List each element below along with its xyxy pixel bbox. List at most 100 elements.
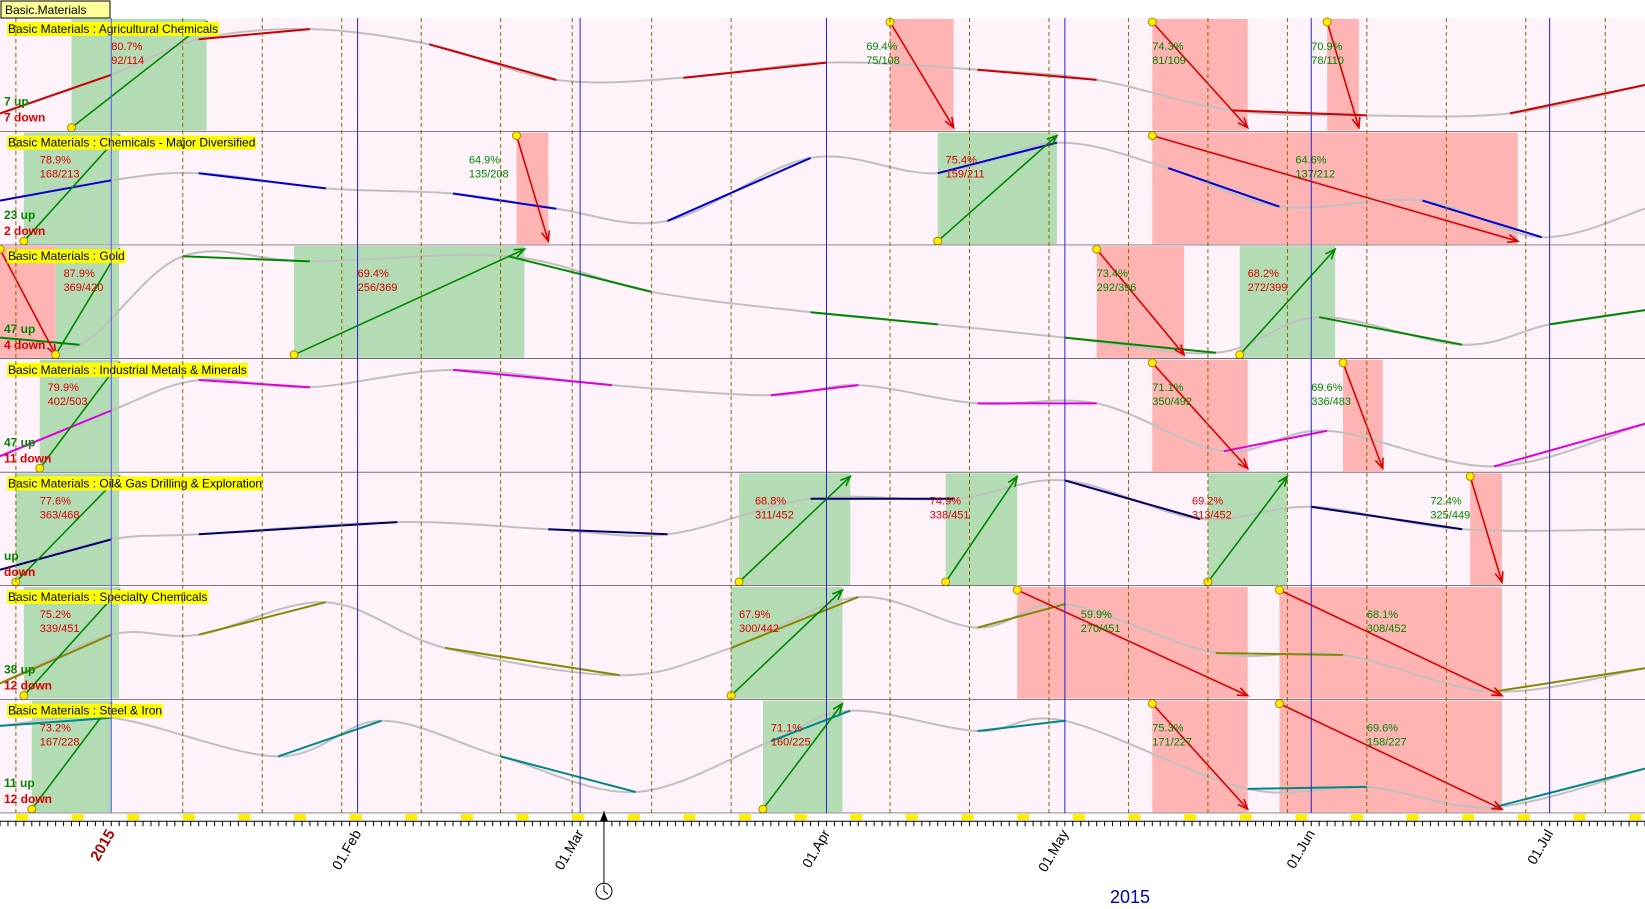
period-start-dot xyxy=(19,236,29,246)
period-count-label: 158/227 xyxy=(1367,737,1407,749)
weekend-mark xyxy=(1072,814,1085,821)
period-start-dot xyxy=(512,131,522,141)
arrow-head xyxy=(1325,247,1337,260)
down-trend-arrow xyxy=(1279,589,1503,697)
panel-title: Basic Materials : Agricultural Chemicals xyxy=(7,22,220,36)
up-trend-arrow xyxy=(54,248,120,356)
panel-background xyxy=(0,18,1645,132)
year-label: 2015 xyxy=(1110,887,1150,907)
down-trend-arrow xyxy=(0,248,57,356)
curve-highlight xyxy=(1064,479,1201,520)
period-rate-label: 87.9% xyxy=(64,268,95,280)
period-count-label: 92/114 xyxy=(111,55,144,67)
curve-highlight xyxy=(1215,652,1344,656)
panel: 75.2% 339/451 67.9% 300/442 59.9% 270/451 68.1… xyxy=(0,585,1645,701)
down-trend-arrow xyxy=(1151,362,1249,469)
arrow-head xyxy=(1491,800,1504,811)
period-rate-label: 69.6% xyxy=(1311,382,1342,394)
period-count-label: 135/208 xyxy=(469,169,509,181)
period-count-label: 300/442 xyxy=(739,623,779,635)
arrow-head xyxy=(1507,233,1520,244)
up-trend-arrow xyxy=(762,703,844,810)
up-trend-arrow xyxy=(1207,475,1289,583)
period-count-label: 270/451 xyxy=(1081,623,1121,635)
clock-hand xyxy=(603,890,609,895)
curve-highlight xyxy=(452,368,612,387)
weekend-mark xyxy=(294,814,307,821)
curve-highlight xyxy=(444,646,621,677)
axis-background xyxy=(0,813,1645,909)
period-start-dot xyxy=(1338,358,1348,368)
arrow-head xyxy=(832,588,844,601)
period-rate-label: 73.4% xyxy=(1097,268,1128,280)
down-trend-arrow xyxy=(1279,702,1503,810)
up-trend-arrow xyxy=(71,21,208,129)
curve-highlight xyxy=(0,716,112,727)
period-start-dot xyxy=(1147,131,1157,141)
curve-highlight xyxy=(1311,505,1463,531)
period-start-dot xyxy=(1147,358,1157,368)
period-rate-label: 70.9% xyxy=(1311,41,1342,53)
weekend-mark xyxy=(1128,814,1141,821)
panel-title-text: Basic Materials : Steel & Iron xyxy=(8,704,162,718)
arrow-head xyxy=(1237,798,1250,811)
weekend-mark xyxy=(850,814,863,821)
panel-title-bg xyxy=(7,362,248,377)
period-count-label: 313/452 xyxy=(1192,509,1232,521)
period-count-label: 402/503 xyxy=(48,396,88,408)
curve-highlight xyxy=(198,521,398,536)
weekend-mark xyxy=(1239,814,1252,821)
up-trend-arrow xyxy=(1239,248,1336,356)
x-axis: 2015 01.Feb 01.Mar 01.Apr 01.May 01.Jun 01.Jul xyxy=(0,811,1645,909)
period-count-label: 311/452 xyxy=(755,509,794,521)
curve-highlight xyxy=(1549,309,1645,326)
period-count-label: 363/468 xyxy=(40,509,80,521)
curve-highlight xyxy=(1493,667,1645,693)
weekend-mark xyxy=(1184,814,1197,821)
curve-highlight xyxy=(1422,199,1542,239)
curve-highlight xyxy=(683,61,827,79)
curve-highlight xyxy=(667,156,812,222)
period-rate-label: 77.6% xyxy=(40,495,71,507)
arrow-head xyxy=(540,230,551,244)
arrow-head xyxy=(1237,117,1250,130)
period-count-label: 159/211 xyxy=(946,169,985,181)
panel-title-bg xyxy=(7,249,126,264)
arrow-head xyxy=(1236,687,1250,697)
weekend-mark xyxy=(1573,814,1586,821)
down-trend-arrow xyxy=(1469,476,1503,583)
period-start-dot xyxy=(19,691,29,701)
period-rate-label: 71.1% xyxy=(1152,382,1183,394)
period-count-label: 369/420 xyxy=(64,282,104,294)
marker-arrow xyxy=(599,811,608,822)
down-trend-arrow xyxy=(1096,248,1185,356)
curve-highlight xyxy=(182,255,310,263)
panel-background xyxy=(0,245,1645,359)
down-count: 4 down xyxy=(4,338,45,352)
panel-title: Basic Materials : Specialty Chemicals xyxy=(7,590,209,604)
down-count: 11 down xyxy=(4,451,51,465)
down-count: 12 down xyxy=(4,679,52,693)
weekend-mark xyxy=(1629,814,1642,821)
up-count: 11 up xyxy=(4,776,35,790)
period-rate-label: 74.9% xyxy=(930,495,961,507)
up-trend-arrow xyxy=(937,135,1058,242)
curve-highlight xyxy=(1493,767,1645,809)
period-start-dot xyxy=(941,577,951,587)
period-start-dot xyxy=(51,350,61,360)
panel: 73.2% 167/228 71.1% 160/225 75.3% 171/227 69.6… xyxy=(0,699,1645,814)
period-rate-label: 79.9% xyxy=(48,382,79,394)
weekend-mark xyxy=(1295,814,1308,821)
panel-title: Basic Materials : Steel & Iron xyxy=(7,703,164,718)
curve-highlight xyxy=(0,538,112,571)
panel-title-text: Basic Materials : Specialty Chemicals xyxy=(8,590,207,604)
arrow-head xyxy=(1237,458,1250,470)
up-count: up xyxy=(4,549,19,563)
curve-highlight xyxy=(500,755,636,793)
up-trend-arrow xyxy=(730,589,843,697)
arrow-head xyxy=(1494,571,1504,585)
down-count: 12 down xyxy=(4,792,52,806)
down-trend-arrow xyxy=(1151,703,1249,810)
period-rate-label: 68.8% xyxy=(755,495,786,507)
